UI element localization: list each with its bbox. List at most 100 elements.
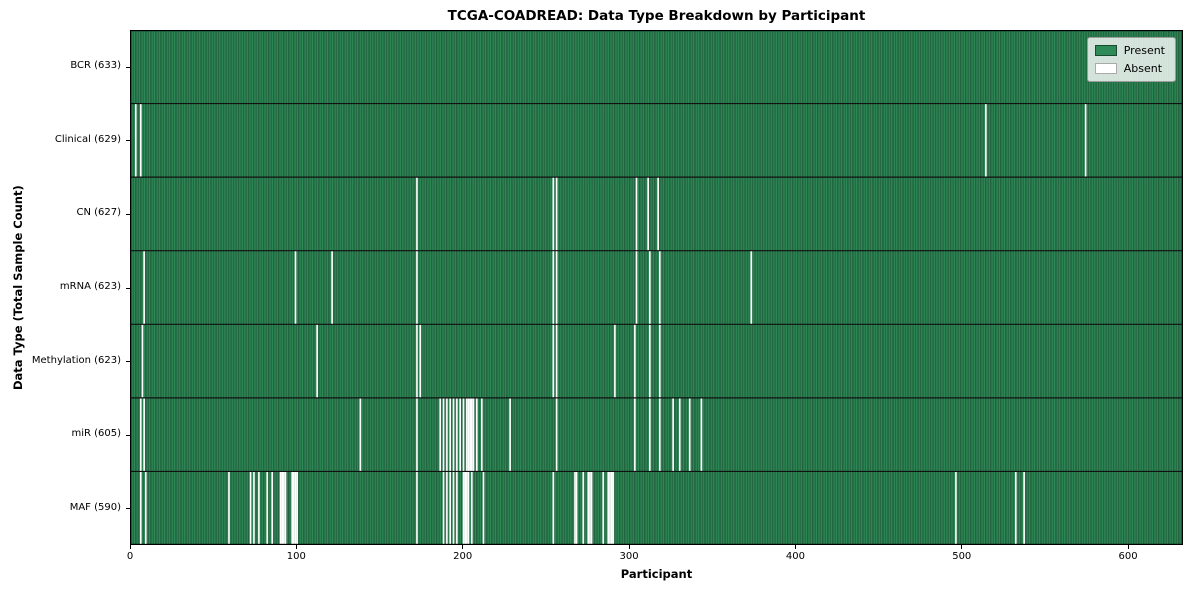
row-miR	[130, 397, 1183, 472]
y-tick-mark	[126, 287, 130, 289]
x-tick-mark	[462, 545, 464, 549]
absent-mark	[442, 471, 445, 545]
absent-mark	[416, 397, 418, 472]
absent-mark	[634, 324, 636, 398]
absent-mark	[1014, 471, 1017, 545]
present-band	[130, 30, 1183, 104]
x-tick-label-400: 400	[785, 551, 805, 562]
absent-mark	[649, 324, 651, 398]
absent-mark	[258, 471, 260, 545]
absent-mark	[649, 250, 651, 325]
chart-title: TCGA-COADREAD: Data Type Breakdown by Pa…	[447, 8, 866, 24]
absent-mark	[467, 397, 470, 472]
absent-mark	[555, 250, 558, 325]
y-tick-label-miR: miR (605)	[71, 428, 121, 440]
absent-mark	[439, 397, 442, 472]
x-tick-label-300: 300	[619, 551, 639, 562]
absent-mark	[509, 397, 511, 472]
x-tick-label-500: 500	[952, 551, 972, 562]
present-band	[130, 324, 1183, 398]
plot-area	[130, 30, 1183, 545]
absent-mark	[555, 324, 558, 398]
x-tick-label-600: 600	[1118, 551, 1138, 562]
y-tick-mark	[126, 213, 130, 215]
absent-mark	[359, 397, 362, 472]
absent-mark	[416, 471, 418, 545]
legend-label-absent: Absent	[1123, 62, 1163, 75]
absent-mark	[331, 250, 333, 325]
absent-mark	[416, 324, 418, 398]
absent-mark	[456, 471, 458, 545]
absent-mark	[612, 471, 615, 545]
absent-mark	[266, 471, 269, 545]
absent-mark	[466, 471, 468, 545]
absent-mark	[476, 397, 478, 472]
absent-mark	[552, 471, 555, 545]
row-CN	[130, 176, 1183, 251]
absent-mark	[462, 471, 465, 545]
legend-label-present: Present	[1123, 44, 1165, 57]
y-tick-mark	[126, 140, 130, 142]
absent-mark	[688, 397, 691, 472]
y-tick-label-MAF: MAF (590)	[69, 501, 121, 513]
absent-mark	[602, 471, 605, 545]
absent-mark	[293, 471, 295, 545]
present-band	[130, 250, 1183, 325]
absent-mark	[294, 250, 297, 325]
absent-mark	[657, 177, 659, 251]
absent-mark	[659, 324, 661, 398]
absent-mark	[607, 471, 610, 545]
absent-mark	[139, 397, 142, 472]
row-BCR	[130, 30, 1183, 104]
absent-mark	[462, 397, 465, 472]
absent-mark	[452, 397, 455, 472]
absent-mark	[552, 177, 555, 251]
absent-mark	[552, 324, 555, 398]
y-tick-label-CN: CN (627)	[76, 207, 121, 219]
absent-mark	[589, 471, 591, 545]
present-band	[130, 471, 1183, 545]
absent-mark	[634, 397, 636, 472]
absent-mark	[416, 177, 418, 251]
absent-mark	[609, 471, 611, 545]
absent-mark	[587, 471, 590, 545]
absent-mark	[552, 250, 555, 325]
absent-mark	[446, 471, 448, 545]
row-MAF	[130, 470, 1183, 545]
absent-mark	[316, 324, 318, 398]
absent-mark	[472, 397, 475, 472]
absent-mark	[281, 471, 284, 545]
y-tick-label-BCR: BCR (633)	[70, 60, 121, 72]
y-tick-label-Methylation: Methylation (623)	[31, 354, 121, 366]
absent-mark	[419, 324, 422, 398]
absent-mark	[582, 471, 585, 545]
present-swatch-icon	[1094, 45, 1117, 56]
absent-swatch-icon	[1094, 63, 1117, 74]
y-tick-label-Clinical: Clinical (629)	[54, 133, 121, 145]
absent-mark	[590, 471, 593, 545]
row-mRNA	[130, 250, 1183, 325]
absent-mark	[678, 397, 681, 472]
x-tick-mark	[295, 545, 297, 549]
absent-mark	[466, 397, 468, 472]
absent-mark	[271, 471, 274, 545]
absent-mark	[575, 471, 578, 545]
absent-mark	[985, 103, 987, 178]
absent-mark	[284, 471, 287, 545]
absent-mark	[291, 471, 294, 545]
absent-mark	[1023, 471, 1025, 545]
absent-mark	[555, 397, 558, 472]
row-Clinical	[130, 102, 1183, 178]
absent-mark	[469, 397, 472, 472]
absent-mark	[449, 471, 452, 545]
absent-mark	[700, 397, 703, 472]
absent-mark	[279, 471, 282, 545]
absent-mark	[253, 471, 255, 545]
absent-mark	[649, 397, 651, 472]
x-tick-mark	[628, 545, 630, 549]
absent-mark	[464, 471, 467, 545]
row-Methylation	[130, 323, 1183, 398]
y-tick-mark	[126, 361, 130, 363]
absent-mark	[143, 250, 145, 325]
